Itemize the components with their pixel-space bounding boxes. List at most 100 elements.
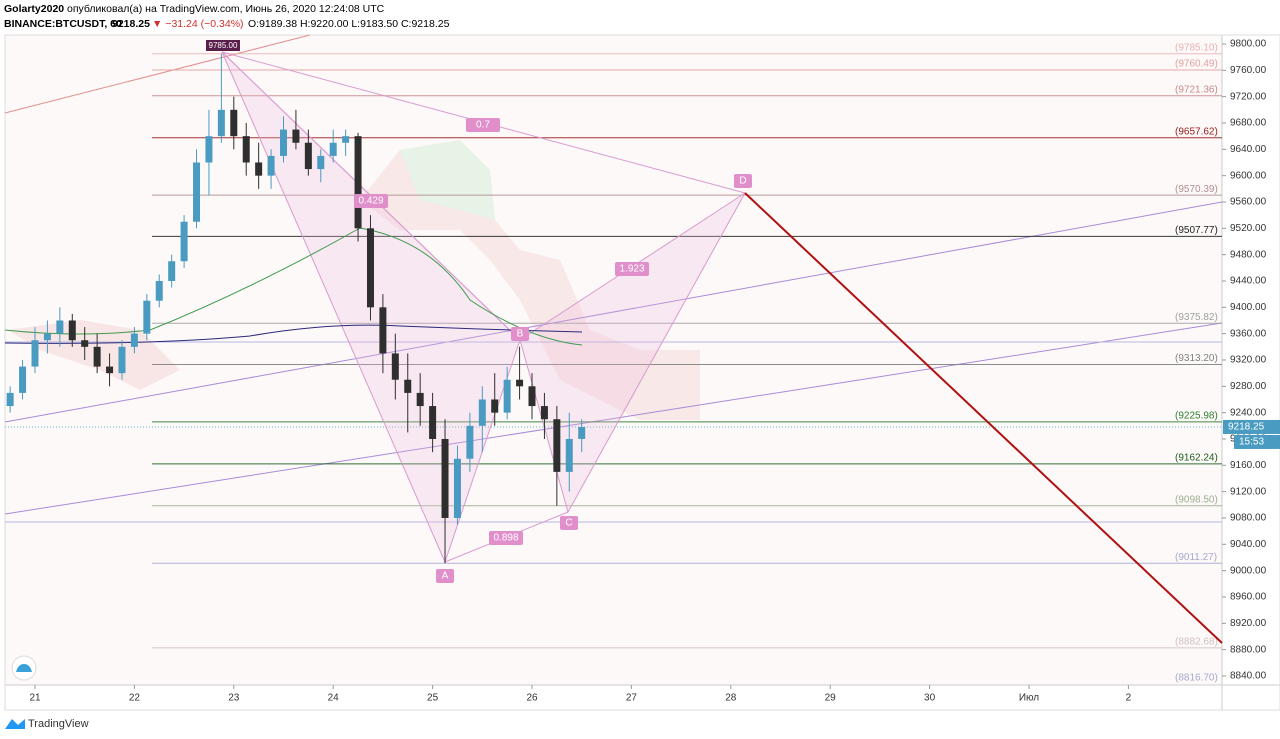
pattern-text: D [739,176,746,187]
trend-line [4,322,1223,515]
candle-body [6,392,14,407]
price-tick-label: 9680.00 [1230,118,1267,129]
level-label: (9313.20) [1175,353,1218,364]
price-tick-label: 9320.00 [1230,355,1267,366]
candle-body [31,340,39,367]
time-tick-label: 27 [626,693,638,704]
brand-icon [5,719,25,729]
level-label: (9507.77) [1175,225,1218,236]
candle-body [193,162,201,222]
candle-body [503,379,511,413]
candle-body [143,300,151,334]
pattern-text: 0.429 [358,196,383,207]
candle-body [205,136,213,163]
cloud [400,140,495,220]
price-tick-label: 9480.00 [1230,249,1267,260]
price-tick-label: 8880.00 [1230,644,1267,655]
candle-body [453,458,461,518]
price-tick-label: 9520.00 [1230,223,1267,234]
pattern-text: 1.923 [619,264,644,275]
time-tick-label: 30 [924,693,936,704]
level-label: (9011.27) [1175,552,1217,563]
candle-body [379,307,387,354]
candle-body [106,366,114,374]
ohlc: O:9189.38 H:9220.00 L:9183.50 C:9218.25 [248,18,450,30]
candle-body [516,379,524,387]
price-tick-label: 9160.00 [1230,460,1267,471]
time-tick-label: 26 [526,693,538,704]
candle-body [81,340,89,347]
candle-body [230,109,238,137]
time-tick-label: 21 [29,693,41,704]
candle-body [478,399,486,426]
candle-body [317,155,325,170]
time-tick-label: 25 [427,693,439,704]
candle-body [553,419,561,472]
level-label: (9098.50) [1175,494,1218,505]
candle-body [528,386,536,407]
pattern-text: 0.898 [493,533,518,544]
published: опубликовал(а) на TradingView.com, Июнь … [67,3,385,15]
logo-icon [16,664,32,672]
pattern-text: A [442,571,449,582]
level-label: (9657.62) [1175,126,1218,137]
candle-body [292,129,300,143]
level-label: (9162.24) [1175,452,1218,463]
price-tick-label: 9440.00 [1230,276,1267,287]
countdown: 15:53 [1239,437,1264,448]
candle-body [565,438,573,472]
level-label: (9721.36) [1175,84,1218,95]
candle-body [93,346,101,367]
pattern-tag [436,569,454,583]
pattern-text: B [517,329,524,340]
candle-body [56,320,64,334]
candle-body [329,142,337,156]
time-tick-label: 2 [1126,693,1132,704]
price-tick-label: 9640.00 [1230,144,1267,155]
candle-body [304,142,312,170]
frame [4,34,1280,711]
candle-body [280,129,287,156]
candle-body [491,399,499,413]
price-tick-label: 9240.00 [1230,407,1267,418]
candle-body [19,366,27,393]
price-tick-label: 9400.00 [1230,302,1267,313]
x-label: 9785.00 [209,41,238,50]
price-tick-label: 9560.00 [1230,197,1267,208]
symbol: BINANCE:BTCUSDT, 60 [4,18,122,30]
time-tick-label: 29 [825,693,837,704]
level-label: (8882.68) [1175,637,1218,648]
last-price-tag [1223,419,1280,434]
candle-body [118,346,126,374]
price-tick-label: 8960.00 [1230,592,1267,603]
time-tick-label: 28 [725,693,737,704]
price-axis [1222,35,1280,685]
author: Golarty2020 [4,3,64,15]
time-tick-label: 24 [328,693,340,704]
candle-body [429,406,437,439]
price-tick-label: 9040.00 [1230,539,1267,550]
candle-body [354,136,362,229]
price-tick-label: 9800.00 [1230,39,1267,50]
candle-body [168,261,176,281]
trend-line [4,201,1223,423]
candle-body [342,136,350,143]
pattern-tag [466,118,500,132]
candle-body [43,333,51,341]
candle-body [267,155,275,176]
moving-average [4,227,583,346]
price-tick-label: 9000.00 [1230,565,1267,576]
level-label: (9570.39) [1175,184,1218,195]
moving-average [4,324,583,344]
candle-body [255,162,263,176]
x-tag [206,40,240,51]
price-tick-label: 8840.00 [1230,671,1267,682]
pattern-tag [354,194,388,208]
price-tick-label: 9120.00 [1230,486,1267,497]
candle-body [404,379,412,393]
change: ▼ −31.24 (−0.34%) [152,18,244,30]
candle-body [68,320,76,341]
time-tick-label: Июл [1019,693,1039,704]
candle-body [466,425,474,459]
